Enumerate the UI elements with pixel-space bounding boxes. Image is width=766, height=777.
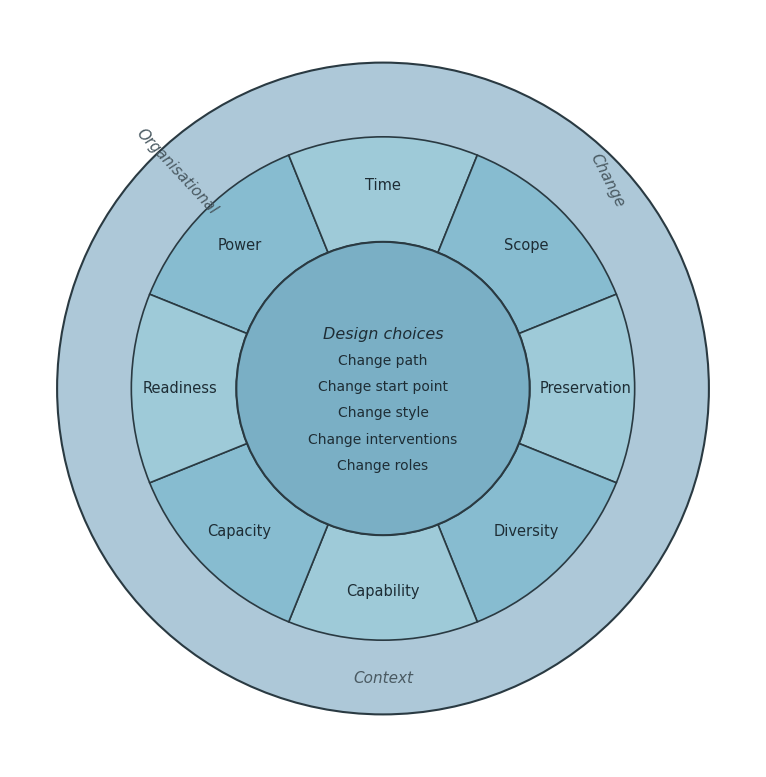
Text: Context: Context [353, 671, 413, 685]
Circle shape [57, 63, 709, 714]
Wedge shape [289, 137, 477, 253]
Text: Change start point: Change start point [318, 381, 448, 395]
Circle shape [237, 242, 529, 535]
Text: Change: Change [588, 151, 627, 210]
Text: Power: Power [218, 238, 262, 253]
Wedge shape [289, 524, 477, 640]
Text: Preservation: Preservation [540, 381, 632, 396]
Wedge shape [149, 155, 328, 333]
Wedge shape [438, 155, 617, 333]
Text: Change interventions: Change interventions [309, 433, 457, 447]
Text: Capability: Capability [346, 584, 420, 599]
Text: Organisational: Organisational [133, 125, 220, 217]
Text: Design choices: Design choices [322, 326, 444, 342]
Text: Change path: Change path [339, 354, 427, 368]
Wedge shape [149, 444, 328, 622]
Text: Change roles: Change roles [338, 458, 428, 472]
Text: Scope: Scope [504, 238, 548, 253]
Text: Change style: Change style [338, 406, 428, 420]
Text: Readiness: Readiness [142, 381, 218, 396]
Wedge shape [438, 444, 617, 622]
Text: Capacity: Capacity [208, 524, 272, 539]
Wedge shape [519, 294, 635, 483]
Wedge shape [131, 294, 247, 483]
Text: Diversity: Diversity [494, 524, 559, 539]
Text: Time: Time [365, 178, 401, 193]
